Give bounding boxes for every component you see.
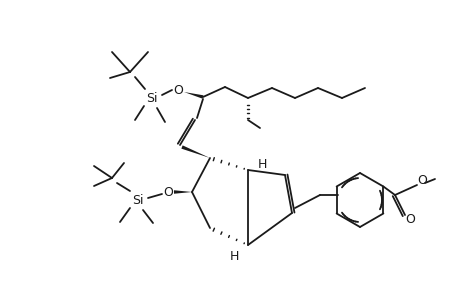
Text: O: O <box>173 83 183 97</box>
Polygon shape <box>184 92 203 99</box>
Text: O: O <box>162 185 173 199</box>
Text: Si: Si <box>146 92 157 104</box>
Text: H: H <box>229 250 238 263</box>
Text: Si: Si <box>132 194 143 206</box>
Text: O: O <box>416 173 426 187</box>
Text: O: O <box>404 214 414 226</box>
Polygon shape <box>174 190 191 194</box>
Polygon shape <box>181 146 210 158</box>
Text: H: H <box>257 158 266 172</box>
